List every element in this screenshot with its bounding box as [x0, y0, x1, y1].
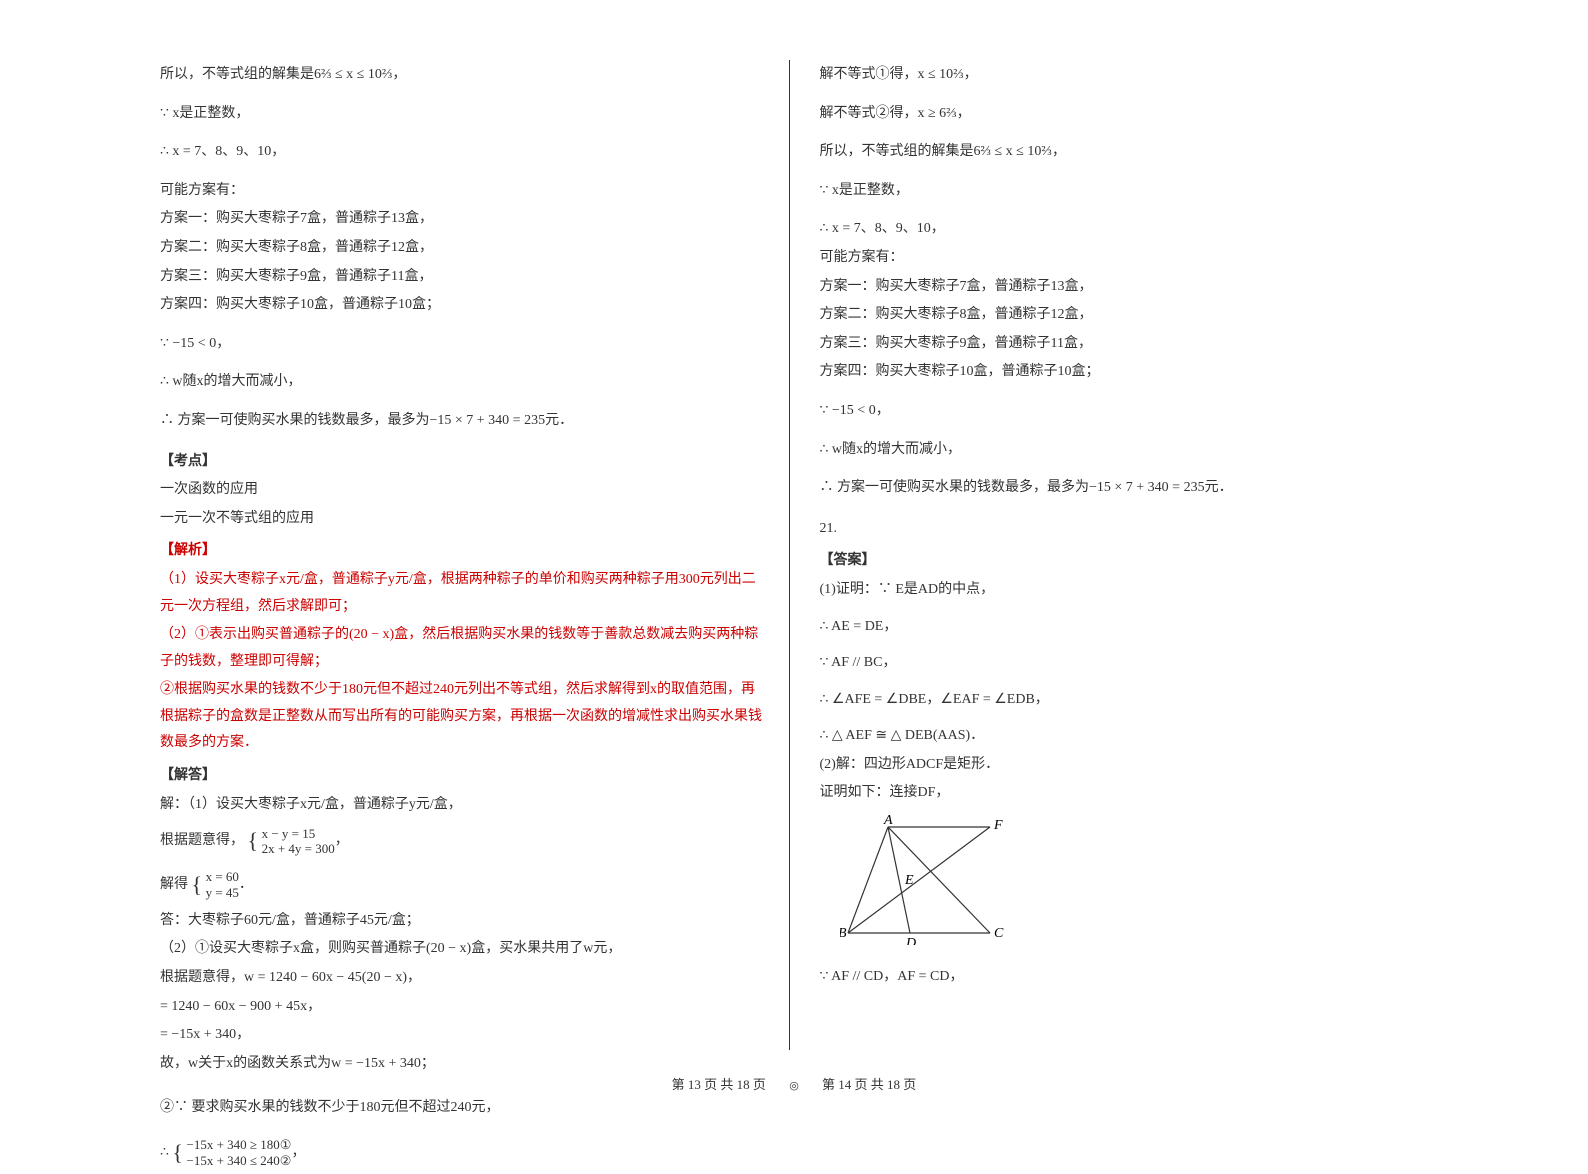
svg-text:B: B [840, 926, 847, 941]
text-fragment: 根据题意得， [160, 833, 244, 848]
text-line: ∴ △ AEF ≅ △ DEB(AAS)． [820, 723, 1429, 750]
eq-row: x = 60 [206, 869, 239, 885]
text-line: 方案一：购买大枣粽子7盒，普通粽子13盒， [160, 206, 769, 233]
footer-left-page: 第 13 页 共 18 页 [672, 1077, 766, 1092]
geometry-figure: A F B D C E [840, 815, 1429, 956]
section-kaodian: 【考点】 [160, 449, 769, 476]
text-line: ∴ 方案一可使购买水果的钱数最多，最多为−15 × 7 + 340 = 235元… [160, 408, 769, 435]
text-line: ∵ −15 < 0， [820, 398, 1429, 425]
text-line: 所以，不等式组的解集是6⅔ ≤ x ≤ 10⅔， [820, 139, 1429, 166]
text-line: ∴ AE = DE， [820, 614, 1429, 641]
equation-system: 根据题意得， { x − y = 15 2x + 4y = 300 ， [160, 820, 769, 862]
text-line: 一元一次不等式组的应用 [160, 506, 769, 533]
text-line: 可能方案有： [820, 245, 1429, 272]
text-fragment: ∴ [160, 1145, 169, 1160]
svg-text:C: C [994, 926, 1004, 941]
question-number: 21. [820, 516, 1429, 543]
text-line: 方案二：购买大枣粽子8盒，普通粽子12盒， [820, 302, 1429, 329]
eq-row: −15x + 340 ≥ 180① [186, 1137, 291, 1153]
section-daan: 【答案】 [820, 548, 1429, 575]
text-line: 根据题意得，w = 1240 − 60x − 45(20 − x)， [160, 965, 769, 992]
eq-row: 2x + 4y = 300 [262, 841, 335, 857]
text-line: （1）设买大枣粽子x元/盒，普通粽子y元/盒，根据两种粽子的单价和购买两种粽子用… [160, 567, 769, 620]
eq-row: −15x + 340 ≤ 240② [186, 1153, 291, 1169]
text-fragment: 解得 [160, 877, 188, 892]
svg-text:F: F [993, 818, 1003, 833]
text-line: 解不等式①得，x ≤ 10⅔， [820, 62, 1429, 89]
text-line: (2)解：四边形ADCF是矩形． [820, 752, 1429, 779]
text-line: ∵ AF // CD，AF = CD， [820, 964, 1429, 991]
right-column: 解不等式①得，x ≤ 10⅔， 解不等式②得，x ≥ 6⅔， 所以，不等式组的解… [790, 60, 1449, 1050]
page-container: 所以，不等式组的解集是6⅔ ≤ x ≤ 10⅔， ∵ x是正整数， ∴ x = … [0, 0, 1588, 1050]
footer-right-page: 第 14 页 共 18 页 [822, 1077, 916, 1092]
text-line: ∴ ∠AFE = ∠DBE，∠EAF = ∠EDB， [820, 687, 1429, 714]
text-line: 方案二：购买大枣粽子8盒，普通粽子12盒， [160, 235, 769, 262]
eq-row: x − y = 15 [262, 826, 335, 842]
equation-system: ∴ { −15x + 340 ≥ 180① −15x + 340 ≤ 240② … [160, 1132, 769, 1174]
text-line: ∴ 方案一可使购买水果的钱数最多，最多为−15 × 7 + 340 = 235元… [820, 475, 1429, 502]
text-line: 可能方案有： [160, 178, 769, 205]
left-column: 所以，不等式组的解集是6⅔ ≤ x ≤ 10⅔， ∵ x是正整数， ∴ x = … [140, 60, 790, 1050]
text-line: ∴ w随x的增大而减小， [160, 369, 769, 396]
svg-text:A: A [883, 815, 893, 828]
svg-text:D: D [905, 936, 916, 945]
text-line: 方案三：购买大枣粽子9盒，普通粽子11盒， [820, 331, 1429, 358]
text-line: (1)证明：∵ E是AD的中点， [820, 577, 1429, 604]
text-line: = −15x + 340， [160, 1022, 769, 1049]
text-line: 所以，不等式组的解集是6⅔ ≤ x ≤ 10⅔， [160, 62, 769, 89]
text-line: ∵ x是正整数， [820, 178, 1429, 205]
text-line: 解：（1）设买大枣粽子x元/盒，普通粽子y元/盒， [160, 792, 769, 819]
eq-row: y = 45 [206, 885, 239, 901]
section-jieda: 【解答】 [160, 763, 769, 790]
footer-separator-icon: ◎ [789, 1079, 799, 1092]
text-line: 解不等式②得，x ≥ 6⅔， [820, 101, 1429, 128]
text-line: ②根据购买水果的钱数不少于180元但不超过240元列出不等式组，然后求解得到x的… [160, 677, 769, 757]
svg-text:E: E [904, 873, 914, 888]
text-line: 答：大枣粽子60元/盒，普通粽子45元/盒； [160, 908, 769, 935]
text-line: ∵ AF // BC， [820, 650, 1429, 677]
text-line: 一次函数的应用 [160, 477, 769, 504]
text-line: 方案一：购买大枣粽子7盒，普通粽子13盒， [820, 274, 1429, 301]
text-line: 证明如下：连接DF， [820, 780, 1429, 807]
text-line: 方案三：购买大枣粽子9盒，普通粽子11盒， [160, 264, 769, 291]
text-line: （2）①设买大枣粽子x盒，则购买普通粽子(20 − x)盒，买水果共用了w元， [160, 936, 769, 963]
text-line: ②∵ 要求购买水果的钱数不少于180元但不超过240元， [160, 1095, 769, 1122]
triangle-diagram-svg: A F B D C E [840, 815, 1010, 945]
text-line: ∴ x = 7、8、9、10， [820, 216, 1429, 243]
text-line: 方案四：购买大枣粽子10盒，普通粽子10盒； [820, 359, 1429, 386]
equation-system: 解得 { x = 60 y = 45 ． [160, 864, 769, 906]
text-line: ∵ x是正整数， [160, 101, 769, 128]
page-footer: 第 13 页 共 18 页 ◎ 第 14 页 共 18 页 [0, 1074, 1588, 1093]
text-line: = 1240 − 60x − 900 + 45x， [160, 994, 769, 1021]
text-line: （2）①表示出购买普通粽子的(20 − x)盒，然后根据购买水果的钱数等于善款总… [160, 622, 769, 675]
text-line: ∴ x = 7、8、9、10， [160, 139, 769, 166]
text-line: 方案四：购买大枣粽子10盒，普通粽子10盒； [160, 292, 769, 319]
section-jiexi: 【解析】 [160, 538, 769, 565]
text-line: ∴ w随x的增大而减小， [820, 437, 1429, 464]
text-line: ∵ −15 < 0， [160, 331, 769, 358]
